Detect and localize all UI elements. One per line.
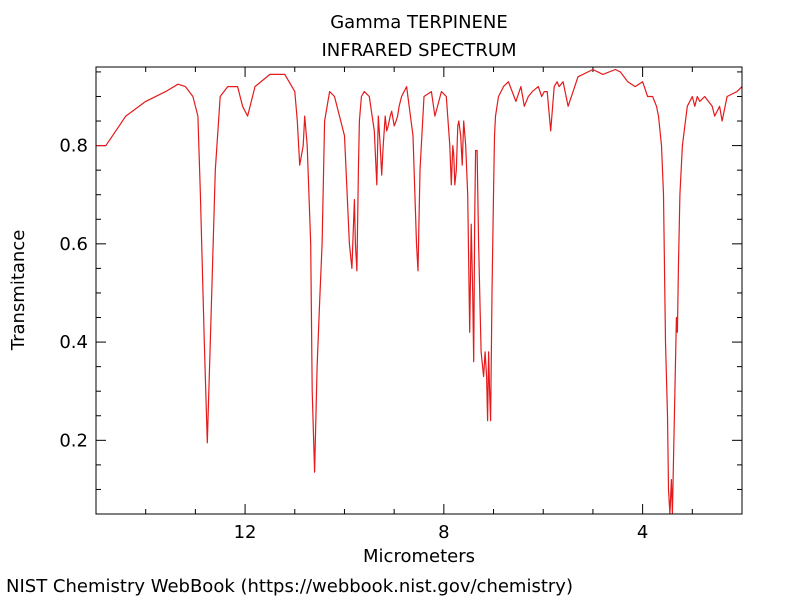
x-tick-label: 12	[234, 522, 257, 543]
y-tick-label: 0.8	[59, 136, 88, 157]
y-axis-label: Transmitance	[8, 230, 29, 352]
y-tick-label: 0.2	[59, 430, 88, 451]
x-tick-label: 8	[438, 522, 449, 543]
plot-area	[96, 68, 742, 514]
y-tick-label: 0.4	[59, 332, 88, 353]
spectrum-line	[96, 68, 742, 514]
chart-title: Gamma TERPINENE	[330, 12, 508, 33]
chart-subtitle: INFRARED SPECTRUM	[321, 40, 516, 61]
x-tick-label: 4	[637, 522, 648, 543]
axes: 12 8 4 0.2 0.4 0.6 0.8	[59, 67, 743, 543]
y-tick-label: 0.6	[59, 234, 88, 255]
plot-frame	[95, 66, 743, 515]
x-axis-label: Micrometers	[363, 546, 475, 567]
source-credit: NIST Chemistry WebBook (https://webbook.…	[6, 576, 573, 597]
